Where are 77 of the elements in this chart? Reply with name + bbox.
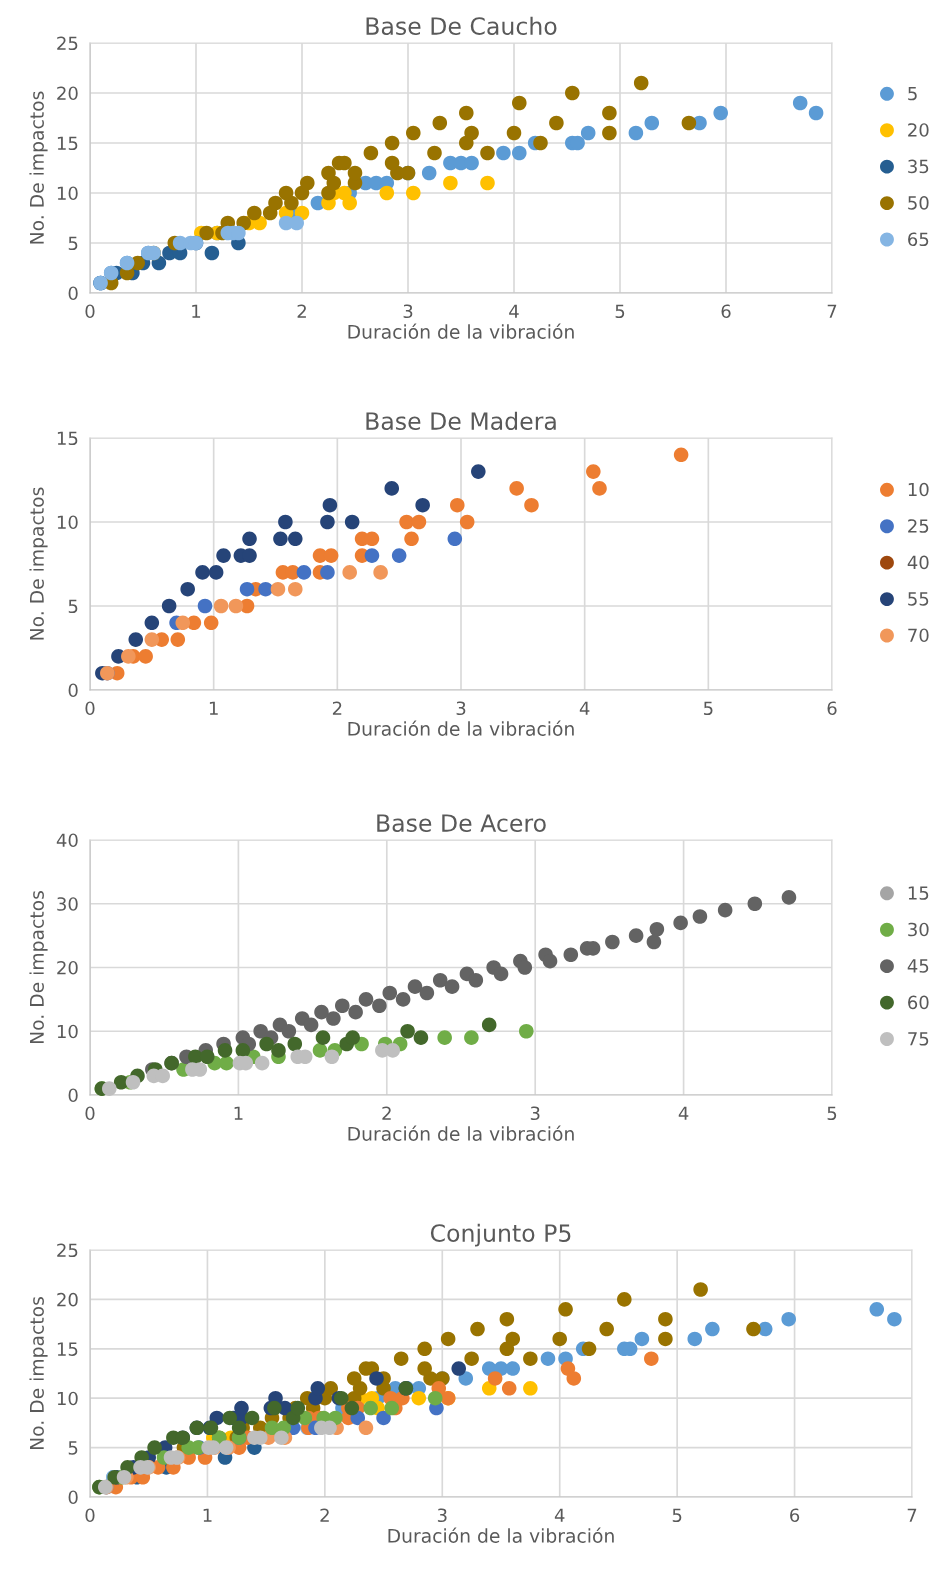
y-tick-label: 0 [68,1490,78,1505]
x-tick-label: 1 [203,1508,212,1522]
x-tick-label: 3 [403,304,413,319]
legend-label: 10 [908,482,929,497]
legend-label: 30 [908,922,929,937]
x-tick-label: 0 [85,701,95,716]
y-axis-title: No. De impactos [29,487,48,640]
y-tick-label: 25 [57,36,78,51]
y-axis-title: No. De impactos [29,891,48,1044]
x-tick-label: 6 [827,701,837,716]
legend-label: 60 [908,995,929,1010]
x-tick-label: 1 [192,304,201,318]
x-axis-title: Duración de la vibración [348,323,574,339]
y-tick-label: 0 [68,1088,78,1103]
y-tick-label: 5 [68,236,78,251]
y-tick-label: 10 [57,515,78,530]
y-tick-label: 0 [68,286,78,301]
chart-title: Base De Caucho [366,16,557,35]
legend-label: 35 [908,159,929,174]
legend-label: 25 [908,519,929,533]
y-tick-label: 25 [57,1243,78,1258]
y-tick-label: 20 [57,86,78,101]
legend-label: 40 [907,555,929,570]
legend-label: 75 [908,1032,929,1046]
x-axis-title: Duración de la vibración [348,720,574,736]
chart-title: Base De Madera [366,411,556,430]
x-tick-label: 2 [332,701,342,715]
x-tick-label: 1 [209,701,218,715]
x-tick-label: 6 [790,1508,800,1523]
legend-label: 5 [908,86,917,101]
legend-label: 65 [908,232,929,247]
y-tick-label: 15 [57,431,78,446]
x-tick-label: 0 [85,1508,95,1523]
x-tick-label: 4 [579,701,590,715]
y-axis-title: No. De impactos [29,91,48,244]
x-tick-label: 3 [437,1508,447,1523]
y-tick-label: 10 [57,186,78,201]
x-tick-label: 2 [382,1106,391,1120]
legend-label: 55 [908,592,929,606]
x-tick-label: 4 [678,1106,689,1120]
x-tick-label: 7 [907,1508,917,1522]
y-tick-label: 5 [68,1441,78,1455]
x-tick-label: 4 [554,1508,565,1522]
y-tick-label: 20 [57,1292,78,1307]
legend-label: 45 [907,959,929,973]
x-tick-label: 3 [456,701,466,716]
y-tick-label: 15 [57,136,78,151]
x-tick-label: 4 [509,304,519,318]
legend-label: 70 [908,628,929,643]
x-tick-label: 5 [615,304,625,319]
y-tick-label: 20 [57,960,78,975]
x-tick-label: 5 [827,1106,837,1121]
x-axis-title: Duración de la vibración [348,1125,574,1141]
chart-title: Conjunto P5 [430,1223,571,1247]
x-tick-label: 0 [85,1106,95,1121]
y-tick-label: 10 [57,1391,78,1406]
x-axis-title: Duración de la vibración [388,1527,614,1543]
y-tick-label: 30 [57,897,78,911]
legend-label: 50 [908,196,929,210]
y-tick-label: 40 [56,833,78,848]
x-tick-label: 5 [672,1508,682,1523]
y-tick-label: 10 [57,1024,78,1039]
y-axis-title: No. De impactos [29,1297,48,1450]
y-tick-label: 0 [68,683,78,698]
legend-label: 20 [908,123,929,137]
x-tick-label: 2 [297,304,306,318]
y-tick-label: 15 [57,1342,78,1356]
y-tick-label: 5 [68,599,78,614]
x-tick-label: 3 [530,1106,540,1121]
x-tick-label: 2 [320,1508,329,1522]
x-tick-label: 5 [703,701,713,716]
legend-label: 15 [908,886,929,900]
x-tick-label: 6 [721,304,731,319]
chart-title: Base De Acero [377,814,546,832]
x-tick-label: 1 [234,1106,243,1120]
x-tick-label: 7 [827,304,837,318]
x-tick-label: 0 [85,304,95,319]
